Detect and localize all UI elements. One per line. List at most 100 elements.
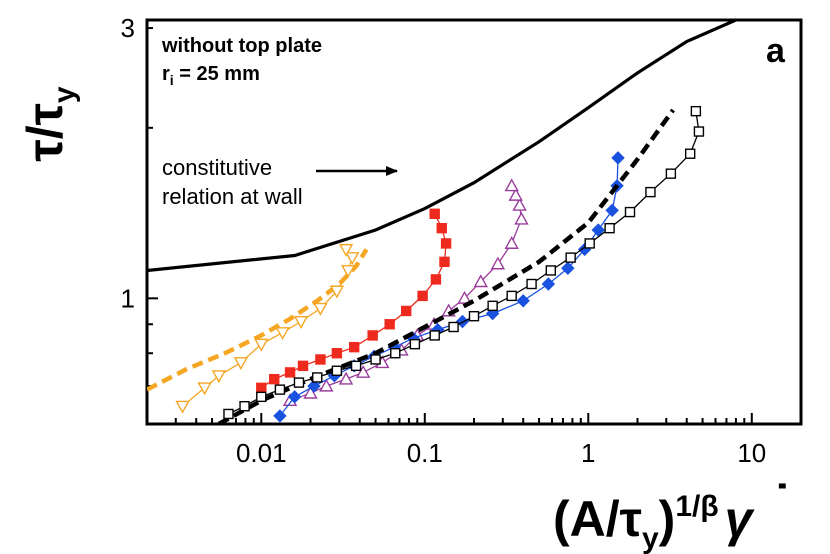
data-point (367, 330, 378, 341)
y-axis-label: τ/τy (17, 86, 81, 162)
data-point (312, 372, 323, 383)
data-point (355, 364, 371, 378)
data-point (297, 360, 309, 372)
data-point (504, 235, 519, 249)
x-axis-label-open: (A/τ (553, 491, 642, 547)
data-point (514, 211, 529, 225)
series-0 (147, 20, 737, 273)
svg-text:τ/τy: τ/τy (17, 86, 81, 162)
annotation-line-1: without top plate (161, 35, 322, 57)
data-point (233, 357, 249, 371)
series-line (147, 20, 737, 273)
x-axis-label: (A/τy)1/β γ ˙ (553, 475, 791, 554)
data-point (293, 377, 305, 388)
data-point (338, 371, 354, 385)
data-point (591, 223, 605, 237)
data-point (624, 206, 636, 218)
data-point (307, 379, 321, 393)
data-point (565, 252, 576, 263)
x-axis-label-dot: ˙ (774, 475, 791, 531)
annotation-line-2: ri = 25 mm (162, 63, 260, 88)
series-1 (147, 248, 369, 392)
data-point (256, 391, 267, 403)
x-tick-label: 0.01 (236, 438, 287, 468)
data-point (512, 197, 527, 211)
data-point (273, 409, 287, 423)
data-point (508, 187, 523, 201)
data-point (329, 285, 345, 299)
x-tick-label: 0.1 (407, 438, 443, 468)
data-point (457, 290, 472, 304)
x-tick-label: 1 (581, 438, 595, 468)
data-point (584, 238, 595, 249)
y-axis-label-main: τ/τ (17, 103, 73, 162)
data-point (175, 400, 190, 414)
data-point (274, 384, 286, 395)
x-axis-label-gamma: γ (725, 491, 756, 547)
data-point (429, 208, 440, 220)
data-point (645, 186, 656, 198)
data-point (665, 168, 677, 179)
constitutive-annotation-line-1: constitutive (162, 155, 272, 180)
annotation-r-sub: i (170, 72, 174, 88)
data-point (331, 365, 343, 376)
data-point (417, 290, 428, 302)
series-4 (282, 178, 529, 407)
data-point (468, 310, 480, 322)
data-point (401, 305, 412, 317)
data-point (303, 385, 318, 399)
data-point (284, 367, 296, 378)
data-point (254, 338, 269, 352)
data-point (275, 327, 290, 341)
data-point (313, 302, 328, 316)
data-point (526, 278, 537, 290)
panel-letter: a (766, 32, 786, 70)
data-point (545, 265, 557, 276)
y-axis-label-sub: y (48, 86, 81, 103)
data-point (690, 105, 702, 117)
data-point (604, 222, 615, 234)
data-point (223, 408, 234, 420)
data-point (211, 370, 227, 384)
data-point (516, 294, 530, 308)
data-point (436, 222, 447, 234)
data-point (429, 330, 440, 341)
data-point (287, 390, 302, 404)
data-point (611, 151, 625, 165)
series-2 (175, 243, 360, 414)
data-point (561, 261, 575, 275)
data-point (506, 290, 517, 302)
data-point (490, 256, 506, 270)
x-axis-label-sup: 1/β (675, 490, 718, 523)
data-point (473, 274, 488, 288)
data-point (340, 264, 356, 278)
series-6 (217, 108, 675, 424)
data-point (239, 401, 250, 412)
data-point (693, 126, 705, 137)
data-point (319, 378, 334, 392)
data-point (256, 382, 267, 394)
data-point (440, 238, 452, 249)
data-point (439, 256, 450, 268)
data-point (269, 373, 280, 385)
series-layer (147, 20, 737, 424)
data-point (448, 321, 459, 333)
data-point (504, 178, 519, 192)
data-point (315, 354, 326, 365)
x-axis-label-sub: y (642, 522, 659, 554)
data-point (430, 274, 442, 285)
data-point (370, 354, 381, 365)
data-point (338, 243, 354, 257)
y-axis-ticks: 13 (121, 13, 158, 425)
data-point (348, 341, 360, 353)
annotation-r-value: = 25 mm (174, 63, 260, 85)
data-point (293, 316, 309, 329)
data-point (605, 203, 619, 218)
series-7 (223, 105, 705, 420)
data-point (487, 300, 498, 312)
series-line (260, 213, 447, 389)
x-axis-label-close: ) (659, 491, 676, 547)
data-point (197, 382, 212, 396)
annotation-r: r (162, 63, 170, 85)
